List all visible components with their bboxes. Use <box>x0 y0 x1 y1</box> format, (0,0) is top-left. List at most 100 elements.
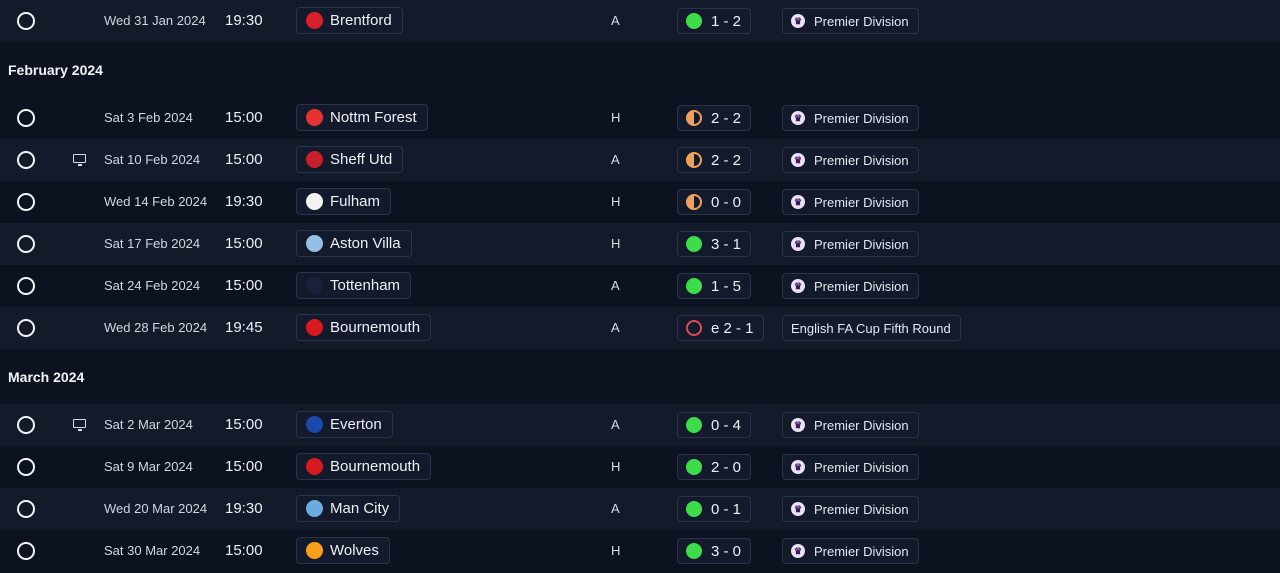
result-win-icon <box>686 278 702 294</box>
premier-league-lion-icon: ♛ <box>791 111 805 125</box>
venue: H <box>611 236 621 251</box>
select-circle-icon[interactable] <box>17 12 35 30</box>
select-circle-icon[interactable] <box>17 109 35 127</box>
select-circle-icon[interactable] <box>17 151 35 169</box>
result-button[interactable]: 0 - 0 <box>677 189 752 215</box>
opponent-name: Bournemouth <box>330 458 421 475</box>
opponent-button[interactable]: Sheff Utd <box>296 146 404 173</box>
fixture-time: 19:30 <box>225 12 263 29</box>
competition-button[interactable]: English FA Cup Fifth Round <box>782 315 961 341</box>
fixture-date: Sat 17 Feb 2024 <box>104 236 201 251</box>
competition-button[interactable]: ♛ Premier Division <box>782 147 919 173</box>
competition-button[interactable]: ♛ Premier Division <box>782 273 919 299</box>
result-win-icon <box>686 236 702 252</box>
competition-name: English FA Cup Fifth Round <box>791 320 951 336</box>
venue: A <box>611 501 620 516</box>
select-circle-icon[interactable] <box>17 193 35 211</box>
score: e 2 - 1 <box>711 319 754 337</box>
select-circle-icon[interactable] <box>17 235 35 253</box>
competition-button[interactable]: ♛ Premier Division <box>782 454 919 480</box>
fixture-time: 19:30 <box>225 193 263 210</box>
fixture-time: 15:00 <box>225 151 263 168</box>
fixture-row[interactable]: Wed 20 Mar 2024 19:30 Man City A 0 - 1 ♛ P… <box>0 488 1280 530</box>
competition-name: Premier Division <box>814 459 909 475</box>
competition-name: Premier Division <box>814 194 909 210</box>
everton-crest-icon <box>306 416 323 433</box>
select-circle-icon[interactable] <box>17 277 35 295</box>
fixture-row[interactable]: Sat 10 Feb 2024 15:00 Sheff Utd A 2 - 2 ♛… <box>0 139 1280 181</box>
opponent-button[interactable]: Aston Villa <box>296 230 412 257</box>
brentford-crest-icon <box>306 12 323 29</box>
score: 2 - 2 <box>711 151 742 169</box>
competition-button[interactable]: ♛ Premier Division <box>782 189 919 215</box>
opponent-button[interactable]: Brentford <box>296 7 403 34</box>
result-button[interactable]: 2 - 0 <box>677 454 752 480</box>
result-button[interactable]: 2 - 2 <box>677 105 752 131</box>
competition-name: Premier Division <box>814 110 909 126</box>
fixture-row[interactable]: Sat 30 Mar 2024 15:00 Wolves H 3 - 0 ♛ Pre… <box>0 530 1280 572</box>
select-circle-icon[interactable] <box>17 542 35 560</box>
fixture-row[interactable]: Sat 17 Feb 2024 15:00 Aston Villa H 3 - 1… <box>0 223 1280 265</box>
fixture-time: 15:00 <box>225 277 263 294</box>
venue: A <box>611 152 620 167</box>
opponent-button[interactable]: Man City <box>296 495 401 522</box>
venue: H <box>611 194 621 209</box>
score: 1 - 5 <box>711 277 742 295</box>
competition-name: Premier Division <box>814 278 909 294</box>
opponent-button[interactable]: Everton <box>296 411 393 438</box>
competition-button[interactable]: ♛ Premier Division <box>782 538 919 564</box>
premier-league-lion-icon: ♛ <box>791 279 805 293</box>
score: 0 - 4 <box>711 416 742 434</box>
competition-button[interactable]: ♛ Premier Division <box>782 231 919 257</box>
opponent-name: Man City <box>330 500 390 517</box>
result-button[interactable]: 3 - 1 <box>677 231 752 257</box>
opponent-button[interactable]: Bournemouth <box>296 314 432 341</box>
fixture-row[interactable]: Sat 2 Mar 2024 15:00 Everton A 0 - 4 ♛ Pre… <box>0 404 1280 446</box>
nottm-forest-crest-icon <box>306 109 323 126</box>
result-button[interactable]: 3 - 0 <box>677 538 752 564</box>
result-button[interactable]: 0 - 1 <box>677 496 752 522</box>
opponent-button[interactable]: Nottm Forest <box>296 104 428 131</box>
competition-button[interactable]: ♛ Premier Division <box>782 412 919 438</box>
opponent-button[interactable]: Wolves <box>296 537 390 564</box>
competition-button[interactable]: ♛ Premier Division <box>782 105 919 131</box>
opponent-name: Fulham <box>330 193 381 210</box>
premier-league-lion-icon: ♛ <box>791 237 805 251</box>
competition-name: Premier Division <box>814 152 909 168</box>
result-button[interactable]: 1 - 5 <box>677 273 752 299</box>
man-city-crest-icon <box>306 500 323 517</box>
fixture-date: Wed 28 Feb 2024 <box>104 320 208 335</box>
select-circle-icon[interactable] <box>17 500 35 518</box>
premier-league-lion-icon: ♛ <box>791 544 805 558</box>
select-circle-icon[interactable] <box>17 458 35 476</box>
fixture-date: Wed 14 Feb 2024 <box>104 194 208 209</box>
premier-league-lion-icon: ♛ <box>791 418 805 432</box>
result-loss-icon <box>686 320 702 336</box>
fixture-time: 15:00 <box>225 235 263 252</box>
opponent-button[interactable]: Bournemouth <box>296 453 432 480</box>
opponent-button[interactable]: Fulham <box>296 188 392 215</box>
month-header-february: February 2024 <box>8 62 103 78</box>
fixture-row[interactable]: Sat 3 Feb 2024 15:00 Nottm Forest H 2 - 2… <box>0 97 1280 139</box>
fixture-date: Sat 30 Mar 2024 <box>104 543 201 558</box>
competition-button[interactable]: ♛ Premier Division <box>782 496 919 522</box>
aston-villa-crest-icon <box>306 235 323 252</box>
fixture-row[interactable]: Wed 31 Jan 2024 19:30 Brentford A 1 - 2 ♛… <box>0 0 1280 42</box>
result-button[interactable]: e 2 - 1 <box>677 315 764 341</box>
result-button[interactable]: 1 - 2 <box>677 8 752 34</box>
competition-name: Premier Division <box>814 543 909 559</box>
fixture-row[interactable]: Sat 9 Mar 2024 15:00 Bournemouth H 2 - 0 … <box>0 446 1280 488</box>
fixture-row[interactable]: Wed 28 Feb 2024 19:45 Bournemouth A e 2 -… <box>0 307 1280 349</box>
select-circle-icon[interactable] <box>17 319 35 337</box>
result-button[interactable]: 2 - 2 <box>677 147 752 173</box>
fixture-row[interactable]: Sat 24 Feb 2024 15:00 Tottenham A 1 - 5 ♛… <box>0 265 1280 307</box>
fixture-row[interactable]: Wed 14 Feb 2024 19:30 Fulham H 0 - 0 ♛ Pre… <box>0 181 1280 223</box>
result-button[interactable]: 0 - 4 <box>677 412 752 438</box>
result-win-icon <box>686 417 702 433</box>
fixture-date: Wed 20 Mar 2024 <box>104 501 208 516</box>
result-win-icon <box>686 459 702 475</box>
opponent-button[interactable]: Tottenham <box>296 272 412 299</box>
score: 3 - 1 <box>711 235 742 253</box>
competition-button[interactable]: ♛ Premier Division <box>782 8 919 34</box>
select-circle-icon[interactable] <box>17 416 35 434</box>
